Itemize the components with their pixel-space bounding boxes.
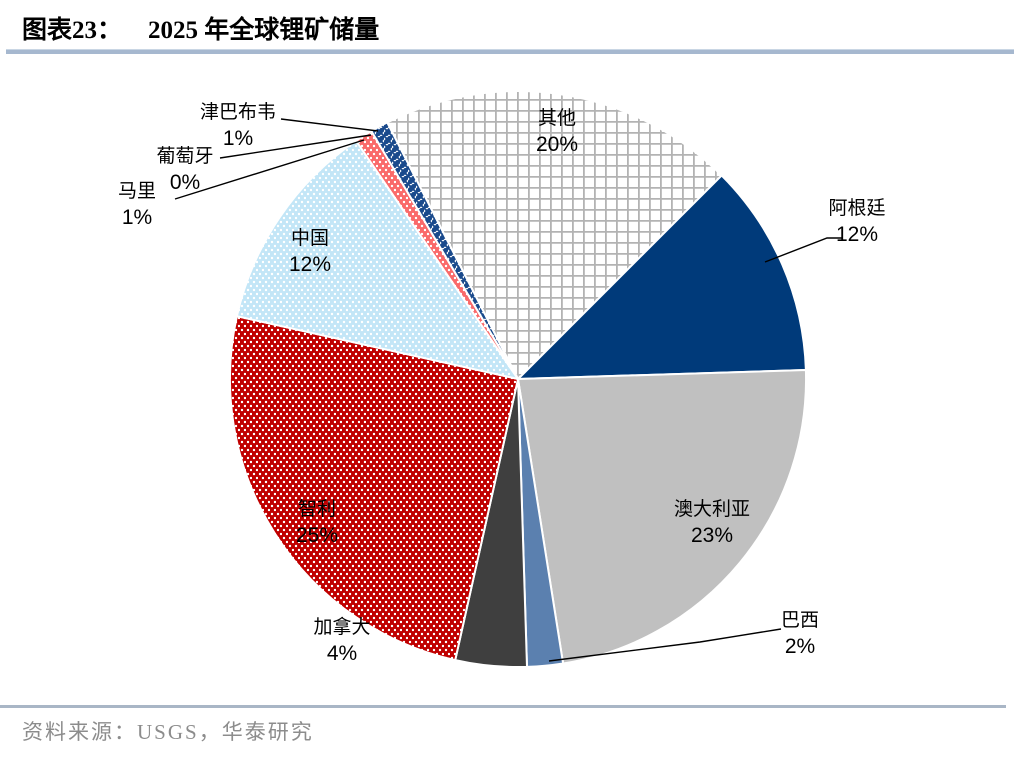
chart-title: 图表23： 2025 年全球锂矿储量	[22, 10, 379, 46]
slice-label-mali: 马里 1%	[118, 179, 156, 231]
slice-label-portugal: 葡萄牙 0%	[156, 144, 213, 196]
chart-title-prefix: 图表23：	[22, 17, 123, 44]
slice-pct-mali: 1%	[121, 206, 153, 229]
slice-label-brazil: 巴西 2%	[781, 608, 819, 660]
slice-pct-chile: 25%	[295, 524, 339, 547]
slice-name-argentina: 阿根廷	[828, 198, 886, 219]
slice-label-zimbabwe: 津巴布韦 1%	[200, 100, 276, 152]
pie-slice-australia	[517, 369, 808, 665]
leader-line-brazil	[548, 628, 782, 662]
slice-pct-other: 20%	[535, 133, 579, 156]
slice-name-australia: 澳大利亚	[673, 499, 751, 520]
slice-name-mali: 马里	[117, 181, 157, 202]
slice-name-portugal: 葡萄牙	[156, 146, 214, 167]
chart-title-text: 2025 年全球锂矿储量	[148, 17, 380, 44]
slice-pct-zimbabwe: 1%	[222, 127, 254, 150]
pie-slice-argentina	[517, 174, 807, 380]
slice-name-zimbabwe: 津巴布韦	[199, 102, 277, 123]
slice-pct-china: 12%	[288, 253, 332, 276]
leader-line-argentina	[764, 237, 843, 263]
slice-label-argentina: 阿根廷 12%	[828, 196, 885, 248]
leader-line-mali	[174, 139, 365, 200]
source-text: 资料来源：USGS，华泰研究	[22, 720, 314, 744]
slice-name-canada: 加拿大	[313, 617, 371, 638]
slice-label-australia: 澳大利亚 23%	[674, 497, 750, 549]
pie-slice-chile	[229, 315, 519, 662]
leader-line-portugal	[219, 134, 372, 159]
leader-line-zimbabwe	[280, 118, 379, 132]
slice-name-chile: 智利	[297, 499, 336, 520]
pie-slice-china	[235, 139, 519, 380]
slice-pct-canada: 4%	[326, 642, 358, 665]
slice-name-other: 其他	[537, 108, 576, 129]
pie-slice-other	[386, 90, 723, 380]
slice-pct-australia: 23%	[690, 524, 734, 547]
slice-pct-portugal: 0%	[169, 171, 201, 194]
title-underline	[6, 49, 1014, 54]
slice-label-other: 其他 20%	[536, 106, 578, 158]
slice-name-brazil: 巴西	[780, 610, 820, 631]
slice-pct-argentina: 12%	[835, 223, 879, 246]
slice-label-canada: 加拿大 4%	[313, 615, 370, 667]
slice-label-china: 中国 12%	[289, 226, 331, 278]
slice-pct-brazil: 2%	[784, 635, 816, 658]
slice-name-china: 中国	[290, 228, 329, 249]
slice-label-chile: 智利 25%	[296, 497, 338, 549]
source-divider	[0, 705, 1006, 708]
